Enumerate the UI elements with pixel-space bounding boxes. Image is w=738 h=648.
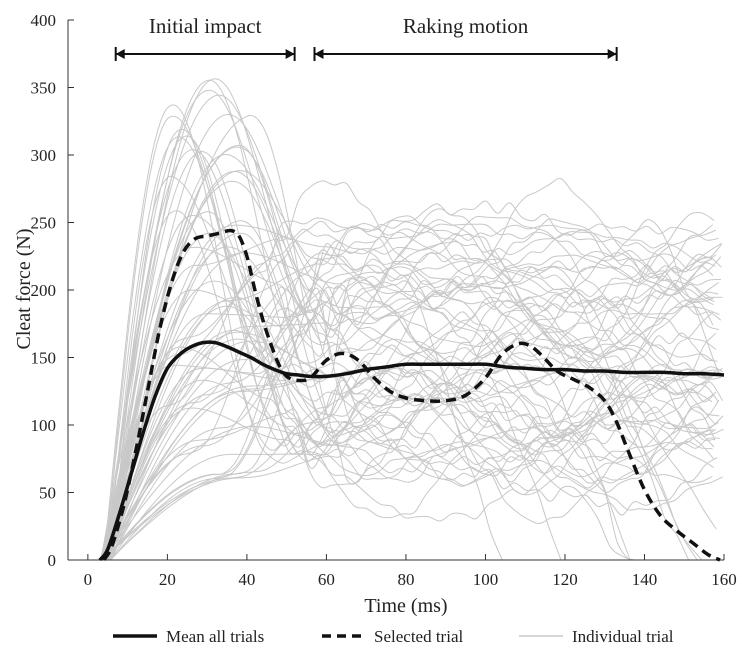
x-tick-label: 60 [318, 570, 335, 589]
y-tick-label: 0 [48, 551, 57, 570]
selected-trial-line [102, 228, 721, 562]
raking-motion-arrowhead-right [607, 49, 617, 59]
individual-trial-line [109, 319, 719, 561]
individual-trial-line [103, 231, 713, 561]
x-tick-label: 40 [238, 570, 255, 589]
individual-trials-group [99, 78, 724, 561]
individual-trial-line [100, 215, 722, 561]
x-tick-label: 140 [632, 570, 658, 589]
individual-trial-line [104, 294, 714, 561]
y-tick-label: 100 [31, 416, 57, 435]
individual-trial-line [105, 208, 715, 561]
individual-trial-line [100, 228, 721, 561]
individual-trial-line [107, 363, 717, 561]
y-tick-label: 200 [31, 281, 57, 300]
individual-trial-line [105, 215, 715, 561]
x-tick-label: 20 [159, 570, 176, 589]
initial-impact-arrowhead-right [285, 49, 295, 59]
individual-trial-line [104, 250, 714, 561]
individual-trial-line [103, 200, 713, 561]
raking-motion-arrowhead-left [314, 49, 324, 59]
individual-trial-line [108, 369, 718, 561]
individual-trial-line [103, 136, 690, 561]
individual-trial-line [108, 332, 718, 561]
individual-trial-line [107, 246, 717, 561]
individual-trial-line [101, 94, 723, 561]
individual-trial-line [107, 214, 717, 561]
individual-trial-line [105, 344, 715, 561]
x-tick-label: 160 [711, 570, 737, 589]
individual-trial-line [109, 251, 719, 561]
individual-trial-line [103, 232, 630, 561]
main-series-group [98, 228, 725, 562]
individual-trial-line [106, 221, 716, 561]
individual-trial-line [109, 383, 719, 561]
individual-trial-line [104, 149, 714, 561]
x-tick-label: 100 [473, 570, 499, 589]
individual-trial-line [108, 211, 635, 561]
individual-trial-line [99, 280, 721, 561]
x-tick-label: 0 [84, 570, 93, 589]
legend: Mean all trials Selected trial Individua… [113, 627, 674, 646]
y-tick-label: 350 [31, 79, 57, 98]
legend-individual-label: Individual trial [572, 627, 674, 646]
x-axis-title: Time (ms) [364, 595, 447, 617]
individual-trial-line [102, 361, 724, 561]
individual-trial-line [110, 223, 719, 561]
individual-trial-line [105, 232, 715, 561]
individual-trial-line [110, 254, 720, 561]
mean-all-trials-line [98, 340, 725, 562]
individual-trial-line [100, 289, 722, 561]
individual-trial-line [101, 144, 724, 561]
x-tick-label: 120 [552, 570, 578, 589]
initial-impact-label: Initial impact [149, 14, 262, 38]
y-tick-label: 50 [39, 484, 56, 503]
y-tick-label: 300 [31, 146, 57, 165]
individual-trial-line [105, 280, 715, 561]
individual-trial-line [110, 128, 720, 561]
phase-annotations: Initial impact Raking motion [114, 14, 618, 61]
individual-trial-line [100, 246, 698, 561]
x-tick-label: 80 [397, 570, 414, 589]
legend-selected-label: Selected trial [374, 627, 463, 646]
individual-trial-line [105, 135, 715, 561]
individual-trial-line [107, 113, 717, 561]
individual-trial-line [109, 78, 719, 561]
y-tick-label: 250 [31, 214, 57, 233]
initial-impact-arrowhead-left [115, 49, 125, 59]
y-tick-label: 150 [31, 349, 57, 368]
individual-trial-line [107, 151, 717, 561]
individual-trial-line [104, 307, 714, 561]
individual-trial-line [110, 264, 720, 561]
individual-trial-line [104, 210, 714, 561]
axes: 0 20 40 60 80 100 120 140 160 0 50 100 150 200 250 300 3… [31, 11, 737, 589]
legend-mean-label: Mean all trials [166, 627, 264, 646]
y-tick-label: 400 [31, 11, 57, 30]
individual-trial-line [106, 218, 716, 561]
raking-motion-label: Raking motion [403, 14, 529, 38]
individual-trial-line [107, 175, 717, 561]
individual-trial-line [101, 266, 723, 561]
individual-trial-line [107, 296, 562, 561]
individual-trial-line [100, 252, 722, 561]
individual-trial-line [103, 104, 713, 561]
individual-trial-line [110, 220, 720, 561]
y-axis-title: Cleat force (N) [13, 228, 35, 349]
individual-trial-line [110, 154, 720, 561]
